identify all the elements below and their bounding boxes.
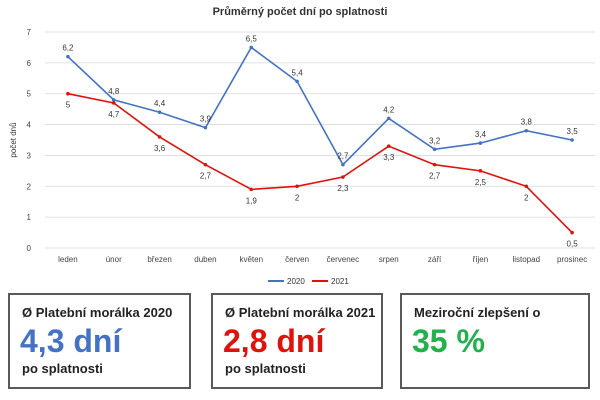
card-yoy-improvement: Meziroční zlepšení o 35 % bbox=[400, 293, 590, 389]
card-subtitle: po splatnosti bbox=[225, 361, 306, 376]
y-axis-ticks: 0 1 2 3 4 5 6 7 bbox=[27, 28, 32, 253]
x-tick-label: srpen bbox=[379, 255, 399, 264]
data-label: 2,7 bbox=[429, 172, 441, 181]
x-tick-label: červenec bbox=[327, 255, 359, 264]
y-tick-label: 6 bbox=[27, 59, 32, 68]
x-axis-ticks: leden únor březen duben květen červen červenec… bbox=[58, 255, 587, 264]
data-label: 1,9 bbox=[246, 196, 258, 205]
data-point bbox=[295, 184, 299, 189]
data-label: 3,8 bbox=[521, 118, 533, 127]
data-label: 3,5 bbox=[567, 127, 579, 136]
x-tick-label: listopad bbox=[512, 255, 540, 264]
card-title: Ø Platební morálka 2020 bbox=[22, 305, 173, 320]
data-point bbox=[386, 144, 391, 148]
x-tick-label: říjen bbox=[473, 255, 489, 264]
data-label: 0,5 bbox=[567, 240, 579, 249]
data-point bbox=[157, 110, 162, 115]
y-tick-label: 4 bbox=[27, 121, 32, 130]
data-label: 4,4 bbox=[154, 99, 166, 108]
legend-label: 2020 bbox=[287, 277, 305, 286]
data-label: 3,9 bbox=[200, 115, 212, 124]
x-tick-label: prosinec bbox=[557, 255, 587, 264]
y-tick-label: 2 bbox=[27, 182, 32, 191]
data-label: 3,2 bbox=[429, 136, 441, 145]
card-average-2020: Ø Platební morálka 2020 4,3 dní po splat… bbox=[8, 293, 191, 389]
card-value: 35 % bbox=[412, 323, 485, 359]
card-average-2021: Ø Platební morálka 2021 2,8 dní po splat… bbox=[211, 293, 383, 389]
x-tick-label: březen bbox=[147, 255, 171, 264]
data-point bbox=[524, 184, 529, 189]
x-tick-label: únor bbox=[106, 255, 122, 264]
data-point bbox=[341, 162, 345, 167]
y-tick-label: 5 bbox=[27, 90, 32, 99]
x-tick-label: září bbox=[428, 255, 442, 264]
data-point bbox=[249, 187, 254, 192]
series-line-2020 bbox=[67, 46, 573, 167]
data-point bbox=[524, 128, 529, 133]
series-lines bbox=[66, 45, 574, 235]
data-label: 2 bbox=[524, 193, 529, 202]
data-point bbox=[157, 135, 162, 139]
series-line-2021 bbox=[67, 92, 573, 234]
y-axis-label: počet dnů bbox=[9, 122, 18, 157]
legend-label: 2021 bbox=[331, 277, 349, 286]
data-point bbox=[249, 45, 254, 50]
data-point bbox=[66, 91, 70, 96]
data-label: 6,2 bbox=[62, 44, 74, 53]
data-label: 2,3 bbox=[337, 184, 349, 193]
line-chart: Průměrný počet dní po splatnosti 0123456… bbox=[9, 6, 595, 286]
card-value: 2,8 dní bbox=[223, 323, 325, 359]
data-point bbox=[203, 125, 208, 130]
data-label: 3,3 bbox=[383, 153, 395, 162]
data-point bbox=[432, 147, 437, 152]
data-point bbox=[570, 230, 574, 235]
data-label: 5 bbox=[66, 101, 71, 110]
data-label: 4,8 bbox=[108, 87, 120, 96]
card-value: 4,3 dní bbox=[20, 323, 122, 359]
data-label: 2,5 bbox=[475, 178, 487, 187]
data-label: 5,4 bbox=[292, 68, 304, 77]
data-label: 4,2 bbox=[383, 105, 395, 114]
data-label: 3,6 bbox=[154, 144, 166, 153]
data-point bbox=[295, 79, 299, 84]
data-point bbox=[478, 169, 483, 173]
data-point bbox=[203, 162, 208, 167]
gridlines bbox=[45, 31, 595, 249]
data-point bbox=[570, 138, 574, 142]
y-tick-label: 0 bbox=[27, 244, 32, 253]
data-point bbox=[478, 141, 483, 145]
x-tick-label: květen bbox=[239, 255, 263, 264]
x-tick-label: červen bbox=[285, 255, 309, 264]
data-point bbox=[432, 162, 437, 167]
x-tick-label: duben bbox=[194, 255, 216, 264]
card-title: Meziroční zlepšení o bbox=[414, 305, 541, 320]
data-point bbox=[341, 175, 345, 179]
data-point bbox=[386, 116, 391, 121]
data-label: 6,5 bbox=[246, 34, 258, 43]
data-label: 2 bbox=[295, 193, 300, 202]
chart-title: Průměrný počet dní po splatnosti bbox=[213, 6, 388, 18]
legend: 2020 2021 bbox=[268, 277, 349, 286]
data-label: 2,7 bbox=[337, 152, 349, 161]
y-tick-label: 1 bbox=[27, 213, 32, 222]
y-tick-label: 3 bbox=[27, 151, 32, 160]
data-label: 3,4 bbox=[475, 130, 487, 139]
data-label: 4,7 bbox=[108, 110, 120, 119]
data-point bbox=[66, 54, 70, 59]
x-tick-label: leden bbox=[58, 255, 78, 264]
data-label: 2,7 bbox=[200, 172, 212, 181]
card-subtitle: po splatnosti bbox=[22, 361, 103, 376]
card-title: Ø Platební morálka 2021 bbox=[225, 305, 376, 320]
data-labels: 6,2 5 4,8 4,7 4,4 3,6 3,9 2,7 6,5 1,9 5,4 2 2,7 2,3 4,… bbox=[62, 34, 578, 248]
data-point bbox=[111, 101, 116, 105]
data-point bbox=[111, 98, 116, 102]
y-tick-label: 7 bbox=[27, 28, 32, 37]
